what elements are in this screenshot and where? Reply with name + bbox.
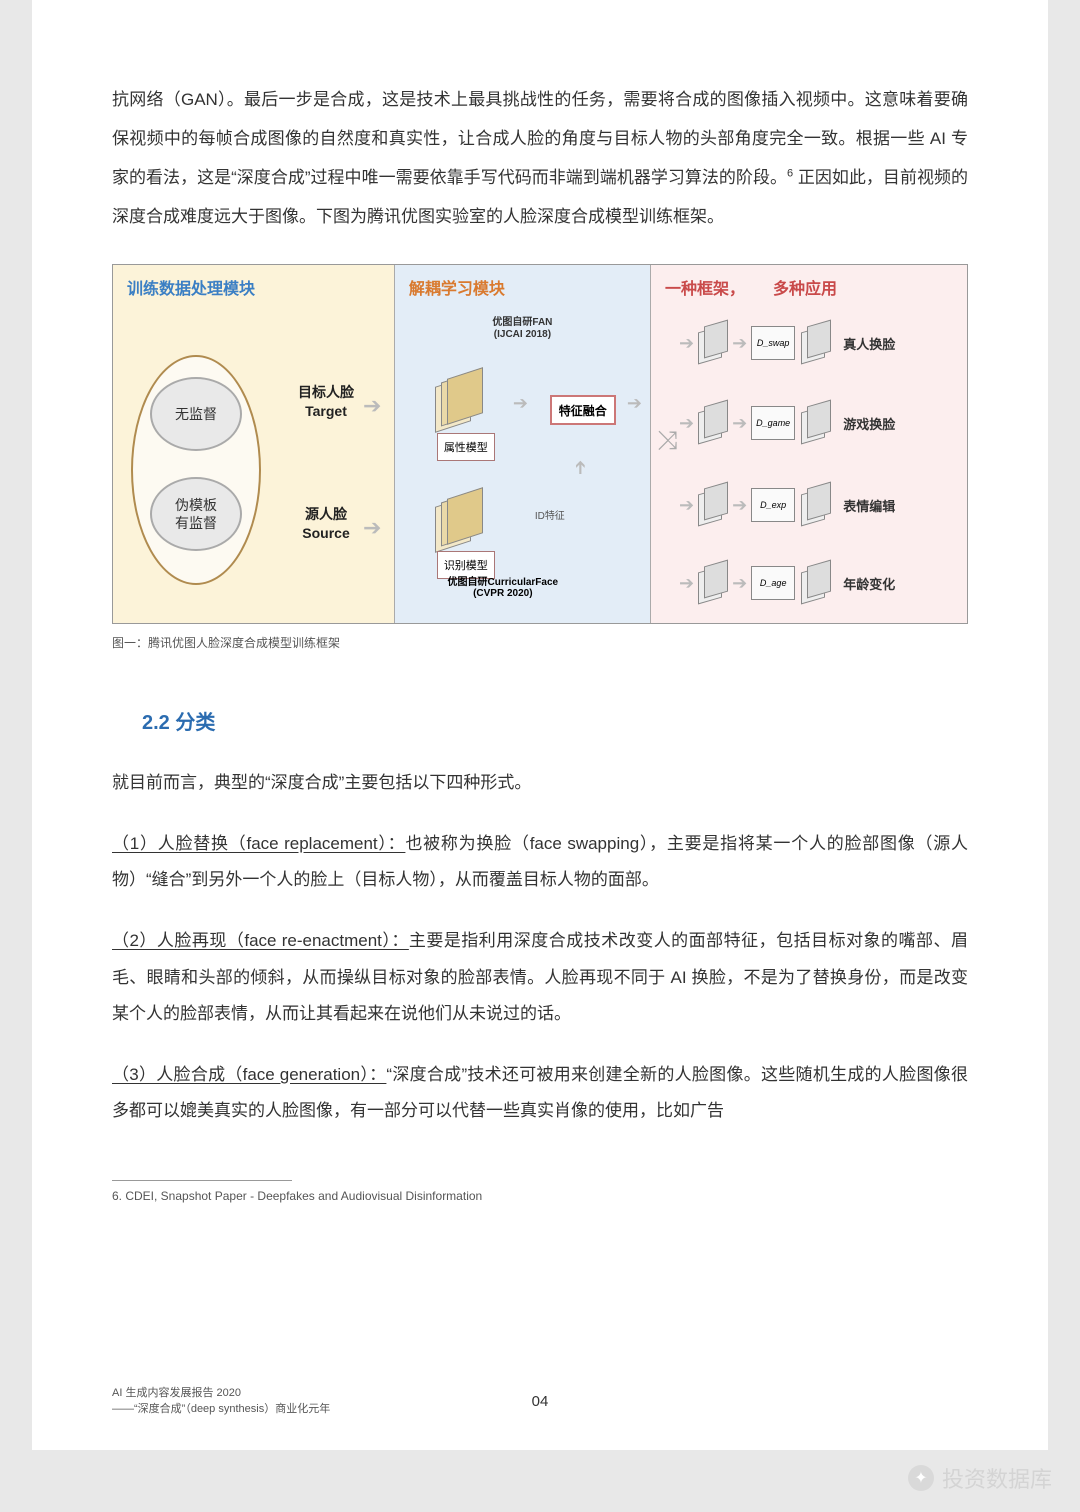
app-branch-4: ➔ ➔ D_age 年龄变化	[675, 553, 965, 613]
app-branch-2: ➔ ➔ D_game 游戏换脸	[675, 393, 965, 453]
ellipse-unsupervised: 无监督	[150, 377, 242, 451]
item-2-head: （2）人脸再现（face re-enactment）：	[112, 931, 409, 950]
ellipse-container: 无监督 伪模板 有监督	[131, 355, 261, 585]
watermark: ✦ 投资数据库	[908, 1462, 1052, 1494]
stack-icon	[801, 323, 831, 363]
stack-icon	[801, 403, 831, 443]
fan-label: 优图自研FAN (IJCAI 2018)	[462, 317, 582, 341]
footer-line1: AI 生成内容发展报告 2020	[112, 1384, 330, 1400]
d-game-box: D_game	[751, 406, 795, 440]
arrow-icon: ➔	[732, 333, 747, 354]
stack-icon	[698, 403, 728, 443]
panel-applications: 一种框架， 多种应用 ⤨ ➔➔ D_swap 真人换脸 ➔➔ D_game 游戏…	[651, 265, 967, 623]
stack-icon	[801, 563, 831, 603]
arrow-icon: ➔	[732, 573, 747, 594]
footer-left: AI 生成内容发展报告 2020 ——“深度合成”（deep synthesis…	[112, 1384, 330, 1416]
stack-icon	[801, 485, 831, 525]
stack-icon	[698, 563, 728, 603]
panel1-title: 训练数据处理模块	[127, 275, 255, 299]
arrow-up-icon: ➔	[570, 460, 591, 475]
attr-stack-icon	[435, 373, 479, 429]
footer-line2: ——“深度合成”（deep synthesis）商业化元年	[112, 1400, 330, 1416]
arrow-icon: ➔	[679, 413, 694, 434]
source-face-label: 源人脸 Source	[281, 505, 371, 541]
stack-icon	[698, 485, 728, 525]
app-label-1: 真人换脸	[843, 334, 895, 353]
app-label-2: 游戏换脸	[843, 414, 895, 433]
id-feature-label: ID特征	[535, 507, 595, 522]
ellipse-supervised: 伪模板 有监督	[150, 477, 242, 551]
d-exp-box: D_exp	[751, 488, 795, 522]
arrow-icon: ➔	[679, 333, 694, 354]
panel-decoupling: 解耦学习模块 优图自研FAN (IJCAI 2018) 属性模型 特征融合 ➔ …	[395, 265, 651, 623]
footnote-text: 6. CDEI, Snapshot Paper - Deepfakes and …	[112, 1189, 968, 1203]
watermark-text: 投资数据库	[942, 1462, 1052, 1494]
figure-caption: 图一：腾讯优图人脸深度合成模型训练框架	[112, 634, 968, 651]
arrow-icon: ➔	[363, 393, 381, 419]
panel3-title-a: 一种框架，	[665, 275, 745, 299]
arrow-icon: ➔	[513, 393, 528, 414]
app-label-3: 表情编辑	[843, 496, 895, 515]
item-3: （3）人脸合成（face generation）：“深度合成”技术还可被用来创建…	[112, 1057, 968, 1130]
item-2: （2）人脸再现（face re-enactment）：主要是指利用深度合成技术改…	[112, 923, 968, 1033]
page-footer: AI 生成内容发展报告 2020 ——“深度合成”（deep synthesis…	[112, 1384, 968, 1416]
fusion-box: 特征融合	[550, 395, 616, 425]
curricular-label: 优图自研CurricularFace (CVPR 2020)	[423, 573, 583, 599]
item-1-head: （1）人脸替换（face replacement）：	[112, 834, 405, 853]
d-age-box: D_age	[751, 566, 795, 600]
arrow-icon: ➔	[679, 495, 694, 516]
arrow-icon: ➔	[363, 515, 381, 541]
panel3-title-b: 多种应用	[773, 275, 837, 299]
d-swap-box: D_swap	[751, 326, 795, 360]
target-face-label: 目标人脸 Target	[281, 383, 371, 419]
item-1: （1）人脸替换（face replacement）：也被称为换脸（face sw…	[112, 826, 968, 899]
section-intro: 就目前而言，典型的“深度合成”主要包括以下四种形式。	[112, 765, 968, 802]
panel2-title: 解耦学习模块	[409, 275, 505, 299]
wechat-icon: ✦	[908, 1465, 934, 1491]
app-branch-1: ➔ ➔ D_swap 真人换脸	[675, 313, 965, 373]
page: 抗网络（GAN）。最后一步是合成，这是技术上最具挑战性的任务，需要将合成的图像插…	[32, 0, 1048, 1450]
footnote-rule	[112, 1180, 292, 1181]
arrow-icon: ➔	[679, 573, 694, 594]
id-stack-icon	[435, 493, 479, 549]
attr-model-box: 属性模型	[437, 433, 495, 461]
stack-icon	[698, 323, 728, 363]
arrow-icon: ➔	[627, 393, 642, 414]
arrow-icon: ➔	[732, 413, 747, 434]
training-framework-diagram: 训练数据处理模块 无监督 伪模板 有监督 目标人脸 Target 源人脸 Sou…	[112, 264, 968, 624]
app-branch-3: ➔ ➔ D_exp 表情编辑	[675, 475, 965, 535]
intro-paragraph: 抗网络（GAN）。最后一步是合成，这是技术上最具挑战性的任务，需要将合成的图像插…	[112, 80, 968, 236]
page-number: 04	[532, 1393, 549, 1410]
item-3-head: （3）人脸合成（face generation）：	[112, 1065, 386, 1084]
arrow-icon: ➔	[732, 495, 747, 516]
app-label-4: 年龄变化	[843, 574, 895, 593]
panel-data-processing: 训练数据处理模块 无监督 伪模板 有监督 目标人脸 Target 源人脸 Sou…	[113, 265, 395, 623]
section-title: 2.2 分类	[142, 706, 968, 735]
